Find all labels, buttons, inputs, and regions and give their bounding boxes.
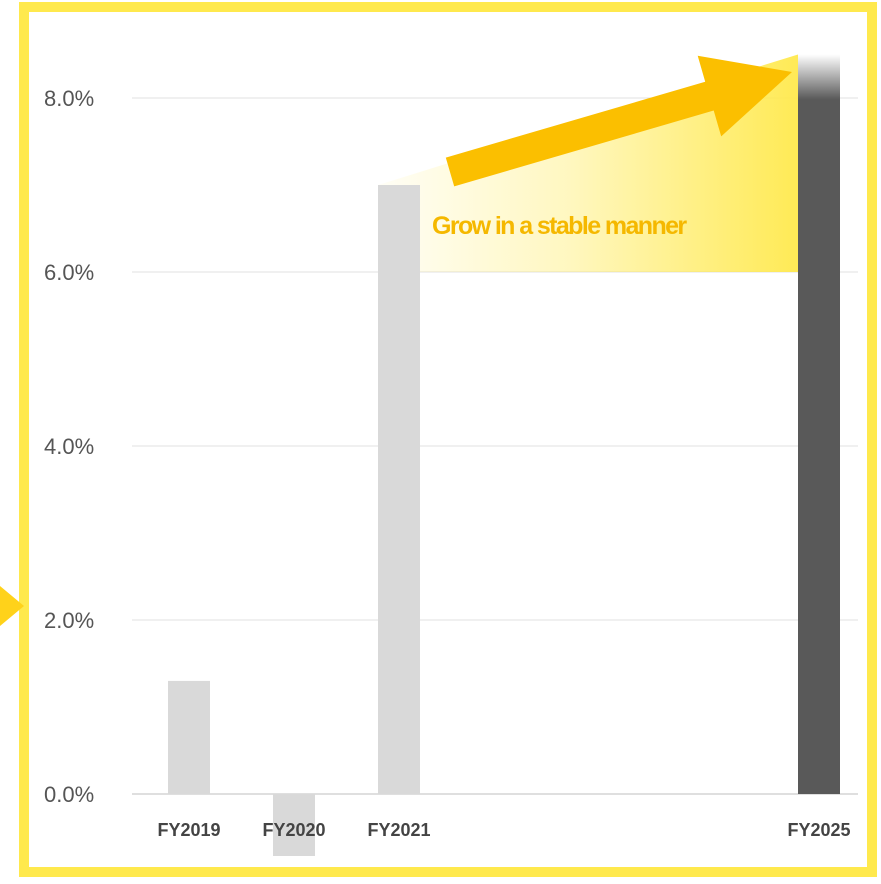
bar-fy2025 xyxy=(798,54,840,794)
arrow-layer xyxy=(445,55,792,187)
bar-fy2025-top-fade xyxy=(798,54,840,100)
label-layer: 0.0% 2.0% 4.0% 6.0% 8.0% FY2019 FY2020 FY2021 FY… xyxy=(44,86,851,840)
y-tick-label: 8.0% xyxy=(44,86,94,111)
x-tick-label-fy2021: FY2021 xyxy=(367,820,430,840)
bar-layer xyxy=(168,54,840,856)
y-tick-label: 4.0% xyxy=(44,434,94,459)
left-pointer-icon xyxy=(0,586,24,626)
bar-fy2019 xyxy=(168,680,210,794)
x-tick-label-fy2025: FY2025 xyxy=(787,820,850,840)
annotation-grow-in-a-stable-manner: Grow in a stable manner xyxy=(432,212,687,240)
bar-fy2021 xyxy=(378,185,420,794)
y-tick-label: 6.0% xyxy=(44,260,94,285)
x-tick-label-fy2019: FY2019 xyxy=(157,820,220,840)
x-tick-label-fy2020: FY2020 xyxy=(262,820,325,840)
y-tick-label: 2.0% xyxy=(44,608,94,633)
bar-fy2020 xyxy=(273,794,315,856)
highlight-frame xyxy=(19,2,877,877)
y-tick-label: 0.0% xyxy=(44,782,94,807)
growth-arrow xyxy=(445,55,792,187)
